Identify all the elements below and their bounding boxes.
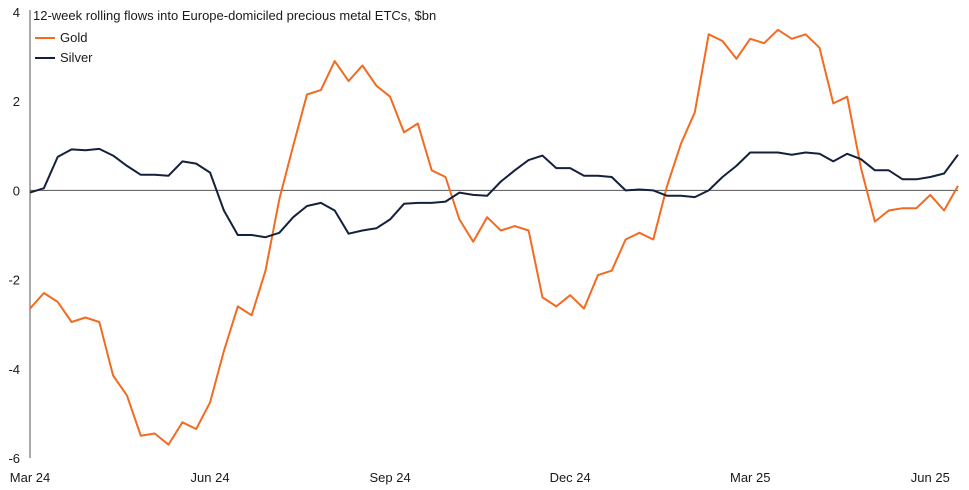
y-axis-ticks: 4 2 0 -2 -4 -6: [8, 5, 20, 466]
y-tick-label: 0: [13, 183, 20, 198]
y-tick-label: -2: [8, 273, 20, 288]
series-lines: [29, 28, 959, 446]
chart-title: 12-week rolling flows into Europe-domici…: [33, 8, 436, 23]
y-tick-label: -6: [8, 451, 20, 466]
y-tick-label: 2: [13, 94, 20, 109]
x-tick-label: Dec 24: [550, 470, 591, 485]
series-line-gold: [29, 28, 959, 446]
y-tick-label: -4: [8, 362, 20, 377]
x-tick-label: Jun 25: [911, 470, 950, 485]
legend: Gold Silver: [35, 30, 93, 65]
legend-label-silver: Silver: [60, 50, 93, 65]
series-line-silver: [29, 147, 959, 239]
y-tick-label: 4: [13, 5, 20, 20]
x-tick-label: Mar 25: [730, 470, 770, 485]
x-tick-label: Jun 24: [191, 470, 230, 485]
x-tick-label: Mar 24: [10, 470, 50, 485]
x-axis-ticks: Mar 24 Jun 24 Sep 24 Dec 24 Mar 25 Jun 25: [10, 470, 950, 485]
legend-label-gold: Gold: [60, 30, 87, 45]
x-tick-label: Sep 24: [370, 470, 411, 485]
